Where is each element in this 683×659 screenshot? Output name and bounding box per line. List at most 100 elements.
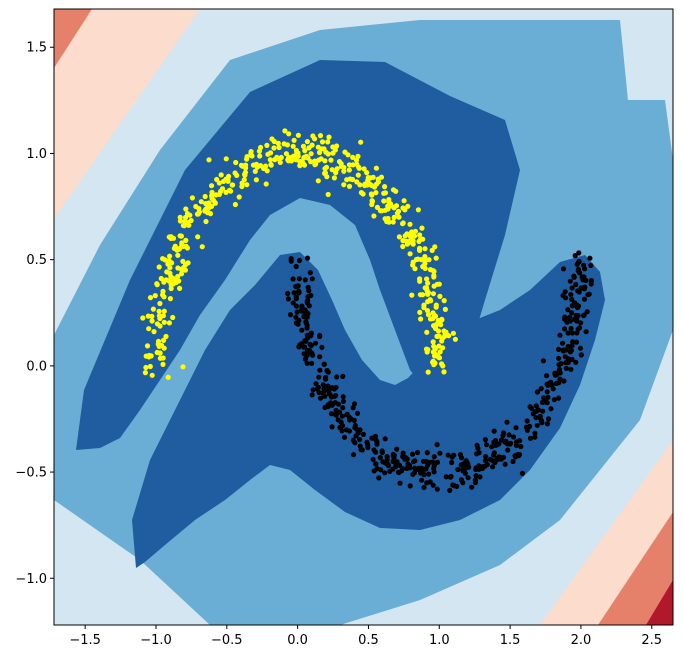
lower-moon-point — [294, 309, 300, 315]
contour-level-dark-red-bottom — [646, 580, 673, 625]
lower-moon-point — [317, 333, 323, 340]
upper-moon-point — [326, 134, 332, 140]
upper-moon-point — [338, 163, 345, 169]
upper-moon-point — [172, 243, 178, 249]
upper-moon-point — [160, 361, 166, 367]
upper-moon-point — [161, 337, 167, 343]
scatter-points — [140, 128, 595, 493]
lower-moon-point — [565, 343, 571, 350]
lower-moon-point — [340, 394, 346, 400]
upper-moon-point — [309, 142, 315, 148]
lower-moon-point — [466, 464, 472, 470]
lower-moon-point — [316, 389, 322, 396]
upper-moon-point — [180, 364, 186, 370]
lower-moon-point — [448, 473, 454, 480]
upper-moon-point — [170, 314, 176, 321]
lower-moon-point — [572, 300, 578, 306]
lower-moon-point — [465, 475, 471, 481]
lower-moon-point — [475, 445, 481, 451]
lower-moon-point — [581, 286, 588, 292]
lower-moon-point — [498, 456, 504, 462]
lower-moon-point — [295, 283, 301, 289]
lower-moon-point — [333, 407, 339, 413]
upper-moon-point — [404, 231, 410, 237]
lower-moon-point — [504, 419, 510, 425]
lower-moon-point — [419, 465, 425, 471]
upper-moon-point — [313, 161, 319, 167]
lower-moon-point — [474, 451, 480, 457]
lower-moon-point — [320, 382, 326, 388]
lower-moon-point — [557, 332, 563, 338]
lower-moon-point — [540, 358, 547, 364]
lower-moon-point — [420, 458, 426, 464]
contour-level-dark-blue — [76, 60, 605, 568]
upper-moon-point — [382, 184, 388, 190]
lower-moon-point — [562, 354, 568, 360]
lower-moon-point — [582, 266, 588, 272]
lower-moon-point — [534, 408, 540, 414]
upper-moon-point — [417, 292, 423, 298]
lower-moon-point — [377, 455, 383, 461]
upper-moon-point — [400, 243, 406, 250]
upper-moon-point — [209, 183, 215, 189]
upper-moon-point — [225, 178, 231, 184]
lower-moon-point — [490, 458, 496, 464]
upper-moon-point — [440, 345, 446, 351]
upper-moon-point — [407, 251, 413, 257]
upper-moon-point — [175, 265, 181, 271]
upper-moon-point — [207, 211, 214, 217]
lower-moon-point — [379, 448, 385, 454]
upper-moon-point — [147, 363, 153, 370]
lower-moon-point — [419, 477, 425, 483]
upper-moon-point — [431, 274, 437, 280]
contour-level-red-top — [54, 9, 92, 68]
lower-moon-point — [287, 312, 294, 318]
lower-moon-point — [407, 483, 413, 489]
lower-moon-point — [353, 433, 359, 439]
upper-moon-point — [365, 178, 371, 184]
upper-moon-point — [177, 233, 183, 239]
lower-moon-point — [374, 441, 380, 447]
upper-moon-point — [149, 372, 155, 378]
upper-moon-point — [439, 361, 445, 367]
upper-moon-point — [258, 144, 264, 151]
upper-moon-point — [400, 221, 406, 227]
lower-moon-point — [562, 314, 568, 320]
upper-moon-point — [422, 265, 428, 271]
upper-moon-point — [331, 175, 337, 181]
lower-moon-point — [293, 294, 299, 300]
upper-moon-point — [436, 355, 443, 361]
upper-moon-point — [406, 238, 412, 244]
upper-moon-point — [433, 255, 439, 261]
upper-moon-point — [355, 172, 361, 178]
lower-moon-point — [544, 389, 550, 395]
upper-moon-point — [328, 157, 334, 163]
upper-moon-point — [248, 150, 254, 156]
lower-moon-point — [301, 313, 307, 320]
upper-moon-point — [218, 172, 224, 178]
lower-moon-point — [449, 459, 455, 466]
upper-moon-point — [310, 133, 316, 139]
upper-moon-point — [362, 181, 368, 187]
upper-moon-point — [344, 177, 350, 183]
lower-moon-point — [578, 352, 584, 358]
upper-moon-point — [393, 188, 399, 194]
lower-moon-point — [491, 452, 497, 458]
lower-moon-point — [562, 289, 568, 295]
lower-moon-point — [569, 330, 575, 336]
lower-moon-point — [334, 374, 340, 380]
lower-moon-point — [576, 250, 582, 256]
lower-moon-point — [358, 447, 364, 453]
upper-moon-point — [238, 162, 244, 168]
lower-moon-point — [576, 259, 582, 265]
upper-moon-point — [377, 208, 383, 214]
lower-moon-point — [506, 432, 512, 438]
lower-moon-point — [321, 361, 327, 367]
upper-moon-point — [199, 244, 205, 250]
upper-moon-point — [369, 198, 375, 204]
upper-moon-point — [160, 256, 166, 262]
x-tick-label: −1.5 — [69, 633, 101, 648]
upper-moon-point — [165, 374, 171, 380]
upper-moon-point — [425, 369, 431, 375]
lower-moon-point — [545, 394, 551, 400]
